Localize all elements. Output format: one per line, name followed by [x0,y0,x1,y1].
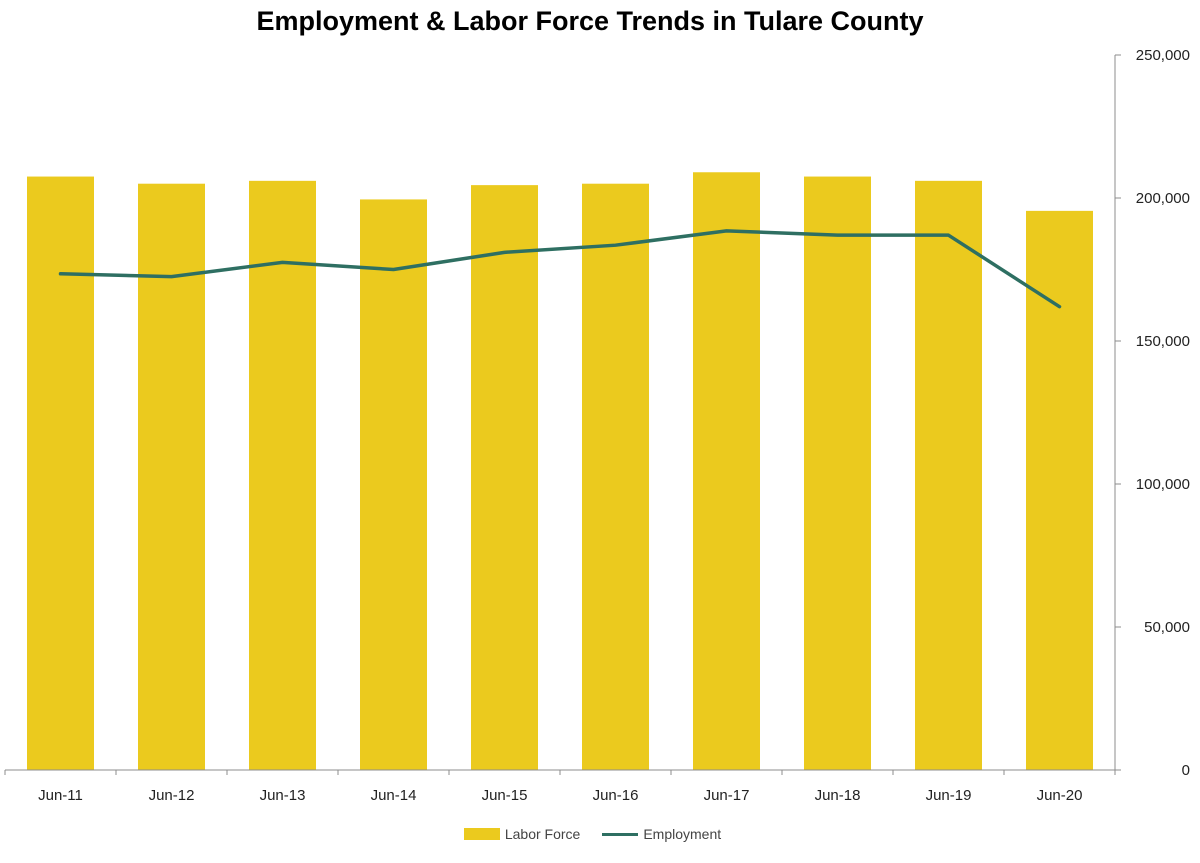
y-tick-label: 50,000 [1144,619,1190,636]
bar-Jun-12 [138,183,205,770]
legend: Labor Force Employment [0,826,1185,842]
y-tick-label: 150,000 [1136,333,1190,350]
bar-Jun-18 [804,176,871,771]
x-tick-label: Jun-11 [38,787,83,804]
x-tick-label: Jun-13 [260,787,306,804]
bar-Jun-20 [1026,210,1093,770]
x-tick-label: Jun-19 [926,787,972,804]
legend-swatch-line [602,832,639,836]
y-tick-label: 0 [1182,762,1190,779]
legend-label-line: Employment [643,826,722,842]
y-tick-label: 250,000 [1136,47,1190,64]
legend-label-bar: Labor Force [504,826,581,842]
bars-layer [27,172,1093,771]
x-tick-label: Jun-16 [593,787,639,804]
bar-Jun-11 [27,176,94,771]
employment-line [58,229,1062,309]
bar-Jun-16 [582,183,649,770]
x-tick-label: Jun-20 [1037,787,1083,804]
chart-title: Employment & Labor Force Trends in Tular… [256,6,924,36]
legend-item-bar: Labor Force [463,826,581,842]
x-tick-label: Jun-12 [149,787,195,804]
x-tick-label: Jun-17 [704,787,750,804]
bar-Jun-14 [360,199,427,770]
bar-Jun-13 [249,180,316,771]
bar-Jun-17 [693,172,760,770]
legend-swatch-bar [463,828,500,840]
x-tick-label: Jun-18 [815,787,861,804]
bar-Jun-19 [915,180,982,771]
legend-item-line: Employment [602,826,721,842]
x-tick-label: Jun-15 [482,787,528,804]
y-tick-label: 200,000 [1136,190,1190,207]
bar-Jun-15 [471,185,538,770]
line-layer [58,229,1062,309]
axes-layer: Jun-11 Jun-12 Jun-13 Jun-14 Jun-15 Jun-16 Jun-… [4,47,1190,804]
y-tick-label: 100,000 [1136,476,1190,493]
x-tick-label: Jun-14 [371,787,417,804]
